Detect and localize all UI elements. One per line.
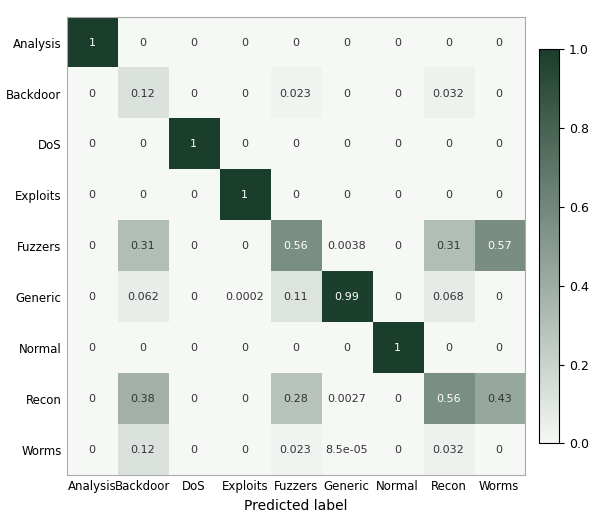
Text: 0: 0 bbox=[343, 190, 350, 200]
Text: 0: 0 bbox=[89, 292, 95, 302]
Text: 0: 0 bbox=[241, 343, 248, 353]
Text: 0: 0 bbox=[241, 89, 248, 99]
Text: 0: 0 bbox=[139, 38, 146, 48]
Text: 0: 0 bbox=[496, 445, 503, 455]
Text: 0: 0 bbox=[292, 139, 299, 149]
Text: 0.56: 0.56 bbox=[436, 394, 461, 404]
Text: 0: 0 bbox=[496, 89, 503, 99]
Text: 0.11: 0.11 bbox=[283, 292, 308, 302]
Text: 0: 0 bbox=[292, 343, 299, 353]
Text: 0.31: 0.31 bbox=[436, 241, 461, 251]
Text: 0.43: 0.43 bbox=[487, 394, 512, 404]
Text: 0: 0 bbox=[394, 190, 401, 200]
Text: 0: 0 bbox=[89, 190, 95, 200]
Text: 0.032: 0.032 bbox=[433, 89, 464, 99]
Text: 0.99: 0.99 bbox=[334, 292, 359, 302]
Text: 0.56: 0.56 bbox=[283, 241, 308, 251]
Text: 0.0027: 0.0027 bbox=[327, 394, 366, 404]
Text: 0: 0 bbox=[496, 38, 503, 48]
Text: 0: 0 bbox=[241, 241, 248, 251]
Text: 0: 0 bbox=[241, 394, 248, 404]
Text: 0.28: 0.28 bbox=[283, 394, 308, 404]
Text: 0.57: 0.57 bbox=[487, 241, 512, 251]
Text: 0.38: 0.38 bbox=[131, 394, 155, 404]
Text: 0: 0 bbox=[343, 89, 350, 99]
Y-axis label: True label: True label bbox=[0, 213, 1, 280]
Text: 0: 0 bbox=[394, 445, 401, 455]
Text: 1: 1 bbox=[190, 139, 197, 149]
Text: 0: 0 bbox=[241, 139, 248, 149]
Text: 0: 0 bbox=[445, 38, 452, 48]
Text: 0: 0 bbox=[496, 343, 503, 353]
Text: 0: 0 bbox=[89, 241, 95, 251]
Text: 0: 0 bbox=[343, 343, 350, 353]
Text: 0: 0 bbox=[292, 190, 299, 200]
X-axis label: Predicted label: Predicted label bbox=[244, 499, 347, 513]
Text: 0: 0 bbox=[496, 190, 503, 200]
Text: 1: 1 bbox=[241, 190, 248, 200]
Text: 0: 0 bbox=[445, 139, 452, 149]
Text: 0.0038: 0.0038 bbox=[327, 241, 366, 251]
Text: 0: 0 bbox=[190, 190, 197, 200]
Text: 0: 0 bbox=[445, 343, 452, 353]
Text: 0: 0 bbox=[445, 190, 452, 200]
Text: 0: 0 bbox=[190, 394, 197, 404]
Text: 1: 1 bbox=[394, 343, 401, 353]
Text: 0: 0 bbox=[241, 38, 248, 48]
Text: 0: 0 bbox=[190, 343, 197, 353]
Text: 0: 0 bbox=[241, 445, 248, 455]
Text: 0.0002: 0.0002 bbox=[226, 292, 264, 302]
Text: 0: 0 bbox=[496, 139, 503, 149]
Text: 0: 0 bbox=[343, 139, 350, 149]
Text: 0: 0 bbox=[394, 241, 401, 251]
Text: 0.023: 0.023 bbox=[280, 89, 311, 99]
Text: 0: 0 bbox=[89, 343, 95, 353]
Text: 0.032: 0.032 bbox=[433, 445, 464, 455]
Text: 0: 0 bbox=[343, 38, 350, 48]
Text: 0: 0 bbox=[139, 343, 146, 353]
Text: 0: 0 bbox=[89, 139, 95, 149]
Text: 0: 0 bbox=[190, 292, 197, 302]
Text: 0.12: 0.12 bbox=[131, 89, 155, 99]
Text: 0.023: 0.023 bbox=[280, 445, 311, 455]
Text: 0: 0 bbox=[394, 139, 401, 149]
Text: 0: 0 bbox=[89, 89, 95, 99]
Text: 0: 0 bbox=[394, 89, 401, 99]
Text: 0.062: 0.062 bbox=[127, 292, 159, 302]
Text: 0.12: 0.12 bbox=[131, 445, 155, 455]
Text: 0: 0 bbox=[292, 38, 299, 48]
Text: 0: 0 bbox=[139, 139, 146, 149]
Text: 0.068: 0.068 bbox=[433, 292, 464, 302]
Text: 0: 0 bbox=[139, 190, 146, 200]
Text: 0: 0 bbox=[190, 89, 197, 99]
Text: 0: 0 bbox=[190, 445, 197, 455]
Text: 1: 1 bbox=[89, 38, 95, 48]
Text: 0: 0 bbox=[394, 394, 401, 404]
Text: 0: 0 bbox=[89, 445, 95, 455]
Text: 0.31: 0.31 bbox=[131, 241, 155, 251]
Text: 0: 0 bbox=[496, 292, 503, 302]
Text: 0: 0 bbox=[190, 38, 197, 48]
Text: 0: 0 bbox=[394, 292, 401, 302]
Text: 0: 0 bbox=[89, 394, 95, 404]
Text: 8.5e-05: 8.5e-05 bbox=[325, 445, 368, 455]
Text: 0: 0 bbox=[394, 38, 401, 48]
Text: 0: 0 bbox=[190, 241, 197, 251]
